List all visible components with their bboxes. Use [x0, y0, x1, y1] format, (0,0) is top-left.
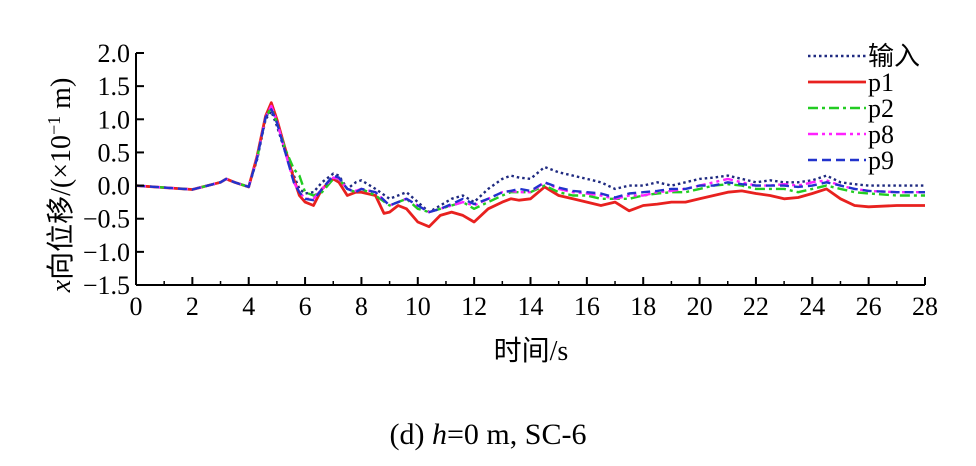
x-tick-label: 18 — [630, 292, 656, 321]
x-tick-label: 0 — [130, 292, 143, 321]
legend-label-p8: p8 — [868, 120, 894, 149]
x-tick-label: 4 — [242, 292, 255, 321]
y-tick-label: −1.5 — [83, 271, 130, 300]
x-axis-label: 时间/s — [494, 335, 569, 367]
x-tick-label: 12 — [461, 292, 487, 321]
y-axis-label: x向位移/(×10−1 m) — [44, 78, 77, 294]
x-axis-ticks: 0 2 4 6 8 10 12 14 16 18 20 22 24 26 28 — [130, 277, 938, 321]
x-tick-label: 14 — [518, 292, 544, 321]
x-tick-label: 26 — [856, 292, 882, 321]
x-tick-label: 10 — [405, 292, 431, 321]
series-line-p9 — [135, 108, 925, 214]
legend-label-p9: p9 — [868, 146, 894, 175]
legend-label-输入: 输入 — [868, 42, 920, 71]
x-tick-label: 22 — [743, 292, 769, 321]
y-tick-label: −1.0 — [83, 238, 130, 267]
series-line-p8 — [135, 104, 925, 214]
legend-label-p1: p1 — [868, 68, 894, 97]
y-tick-label: −0.5 — [83, 205, 130, 234]
y-tick-label: 1.0 — [98, 105, 131, 134]
series-layer — [135, 101, 925, 229]
y-tick-label: 0.5 — [98, 138, 131, 167]
y-axis-ticks: 2.0 1.5 1.0 0.5 0.0 −0.5 −1.0 −1.5 — [83, 39, 144, 300]
y-tick-label: 0.0 — [98, 172, 131, 201]
x-tick-label: 2 — [186, 292, 199, 321]
x-tick-label: 20 — [687, 292, 713, 321]
y-tick-label: 1.5 — [98, 72, 131, 101]
x-tick-label: 6 — [299, 292, 312, 321]
legend-label-p2: p2 — [868, 94, 894, 123]
x-tick-label: 24 — [799, 292, 825, 321]
x-tick-label: 16 — [574, 292, 600, 321]
x-tick-label: 28 — [912, 292, 938, 321]
figure-caption: (d) h=0 m, SC-6 — [390, 418, 587, 451]
series-line-p1 — [135, 101, 925, 229]
y-tick-label: 2.0 — [98, 39, 131, 68]
x-tick-label: 8 — [355, 292, 368, 321]
